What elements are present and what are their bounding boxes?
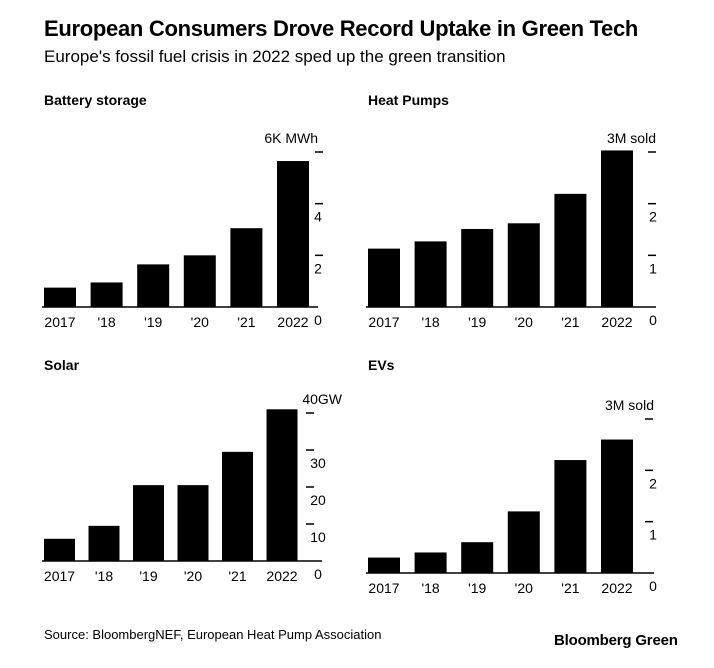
x-tick-label: '20 [515, 314, 533, 330]
y-tick-label: 10 [310, 529, 326, 545]
bar [507, 511, 540, 573]
x-tick-label: '19 [144, 314, 162, 330]
y-tick-label: 3M sold [607, 130, 656, 146]
bar [414, 241, 447, 307]
y-tick-label: 1 [649, 260, 657, 276]
y-tick-label: 3M sold [605, 397, 654, 413]
bar [368, 248, 400, 307]
y-tick-label: 0 [314, 312, 322, 328]
brand-logo: Bloomberg Green [554, 632, 678, 649]
x-tick-label: '19 [468, 314, 486, 330]
x-tick-label: 2017 [368, 314, 399, 330]
x-tick-label: '18 [421, 314, 439, 330]
bar [183, 255, 216, 307]
y-tick-label: 6K MWh [264, 130, 318, 146]
bar [601, 439, 633, 573]
y-tick-label: 2 [314, 260, 322, 276]
y-tick-label: 20 [310, 492, 326, 508]
bar [88, 525, 120, 561]
x-tick-label: '20 [191, 314, 209, 330]
bar [230, 228, 263, 307]
x-tick-label: '21 [561, 580, 579, 596]
x-tick-label: '19 [468, 580, 486, 596]
x-tick-label: '18 [421, 580, 439, 596]
y-tick-label: 1 [649, 527, 657, 543]
y-tick-label: 0 [649, 312, 657, 328]
x-tick-label: 2017 [44, 314, 75, 330]
y-tick-label: 2 [649, 475, 657, 491]
bar [507, 223, 540, 307]
y-tick-label: 2 [649, 209, 657, 225]
bar [368, 557, 400, 573]
x-tick-label: '18 [97, 314, 115, 330]
bar [277, 161, 309, 307]
x-tick-label: '20 [184, 568, 202, 584]
y-tick-label: 0 [314, 566, 322, 582]
panel-title-evs: EVs [368, 357, 395, 373]
x-tick-label: '19 [139, 568, 157, 584]
x-tick-label: 2017 [368, 580, 399, 596]
chart-title: European Consumers Drove Record Uptake i… [44, 16, 639, 41]
x-tick-label: '21 [561, 314, 579, 330]
bar [222, 451, 253, 561]
chart-subtitle: Europe's fossil fuel crisis in 2022 sped… [44, 47, 506, 66]
x-tick-label: '18 [95, 568, 113, 584]
bar [133, 485, 164, 561]
bar [414, 552, 447, 573]
bar [44, 538, 75, 561]
bar [554, 460, 587, 573]
x-tick-label: 2017 [44, 568, 75, 584]
x-tick-label: 2022 [601, 580, 632, 596]
x-tick-label: '21 [237, 314, 255, 330]
panel-title-battery-storage: Battery storage [44, 92, 147, 108]
y-tick-label: 4 [314, 209, 322, 225]
bar [44, 287, 76, 307]
bar [137, 264, 170, 307]
bar [90, 282, 123, 307]
x-tick-label: 2022 [277, 314, 308, 330]
y-tick-label: 0 [649, 578, 657, 594]
x-tick-label: '20 [515, 580, 533, 596]
bar [461, 228, 494, 307]
bar [177, 485, 209, 561]
x-tick-label: '21 [228, 568, 246, 584]
y-tick-label: 30 [310, 455, 326, 471]
x-tick-label: 2022 [601, 314, 632, 330]
bar [461, 542, 494, 573]
x-tick-label: 2022 [266, 568, 297, 584]
panel-title-heat-pumps: Heat Pumps [368, 92, 449, 108]
panel-title-solar: Solar [44, 357, 80, 373]
y-tick-label: 40GW [302, 391, 342, 407]
bar [266, 409, 298, 561]
source-note: Source: BloombergNEF, European Heat Pump… [44, 627, 382, 642]
bar [554, 193, 587, 307]
bar [601, 150, 633, 307]
